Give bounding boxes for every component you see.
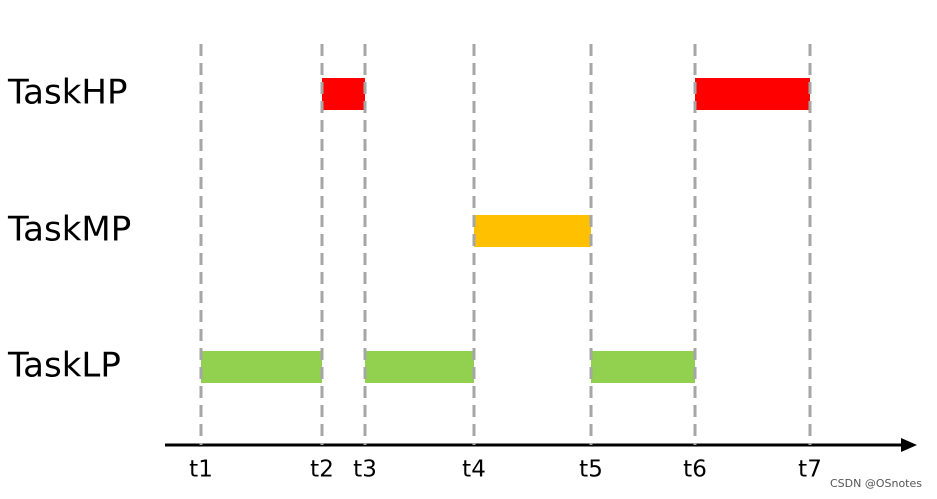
- time-label: t2: [310, 457, 334, 483]
- task-segment: [591, 351, 695, 383]
- task-label: TaskMP: [7, 210, 131, 250]
- time-label: t7: [798, 457, 822, 483]
- watermark: CSDN @OSnotes: [830, 477, 922, 490]
- task-segment: [322, 78, 365, 110]
- time-label: t5: [579, 457, 603, 483]
- task-segment: [474, 215, 591, 247]
- task-label: TaskHP: [7, 73, 127, 113]
- task-segment: [365, 351, 474, 383]
- time-label: t1: [189, 457, 213, 483]
- task-segment: [695, 78, 810, 110]
- task-segment: [201, 351, 322, 383]
- axis-arrow: [901, 438, 917, 452]
- time-label: t4: [462, 457, 486, 483]
- task-label: TaskLP: [7, 346, 121, 386]
- time-label: t6: [683, 457, 707, 483]
- time-label: t3: [353, 457, 377, 483]
